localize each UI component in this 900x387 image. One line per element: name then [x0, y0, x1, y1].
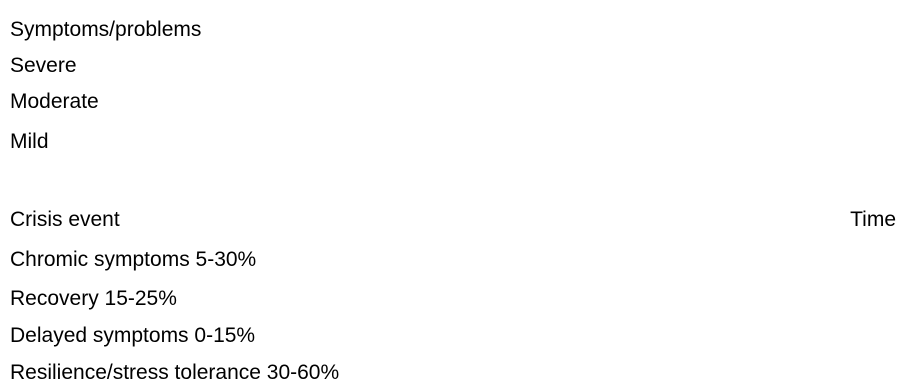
severity-level-mild: Mild [10, 130, 49, 153]
severity-level-moderate: Moderate [10, 90, 99, 113]
trajectory-recovery: Recovery 15-25% [10, 287, 177, 310]
trajectory-chronic: Chromic symptoms 5-30% [10, 248, 257, 271]
severity-axis-title: Symptoms/problems [10, 18, 202, 41]
trajectory-resilience: Resilience/stress tolerance 30-60% [10, 361, 340, 384]
timeline-end-label: Time [850, 208, 896, 231]
timeline-start-label: Crisis event [10, 208, 120, 231]
trajectory-delayed: Delayed symptoms 0-15% [10, 324, 256, 347]
severity-level-severe: Severe [10, 54, 77, 77]
